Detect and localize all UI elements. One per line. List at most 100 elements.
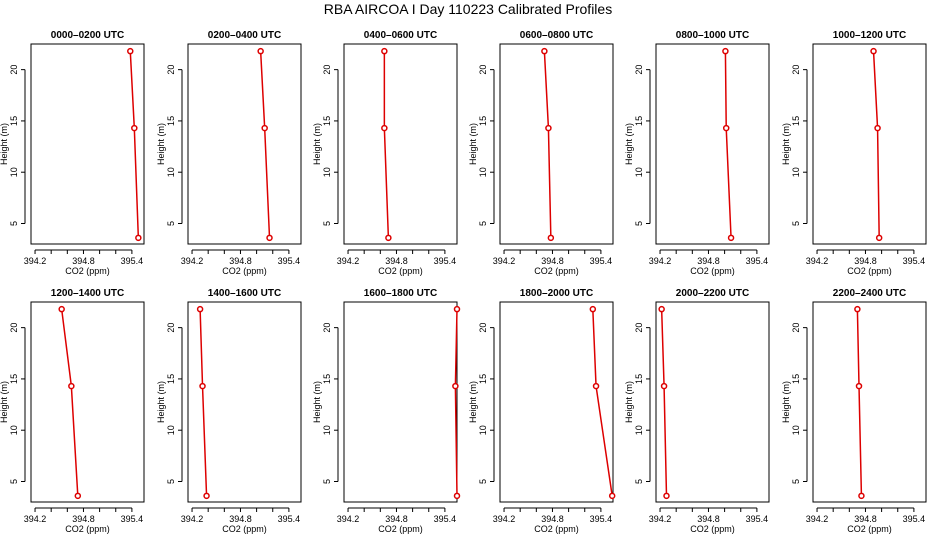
data-point <box>727 234 735 242</box>
data-point <box>257 47 264 55</box>
x-axis-label: CO2 (ppm) <box>847 266 892 276</box>
panel-title: 1600–1800 UTC <box>364 288 437 299</box>
y-tick-label: 5 <box>322 221 332 226</box>
x-axis-label: CO2 (ppm) <box>378 524 423 534</box>
y-tick-label: 20 <box>478 323 488 333</box>
figure-title: RBA AIRCOA I Day 110223 Calibrated Profi… <box>323 1 613 17</box>
y-tick-label: 5 <box>478 479 488 484</box>
data-point <box>589 305 597 313</box>
y-tick-label: 15 <box>478 374 488 384</box>
panel-8: 1400–1600 UTC 394.2 394.8 395.4 CO2 (ppm) 5 10… <box>156 288 302 534</box>
data-point <box>261 124 268 132</box>
panel-12: 2200–2400 UTC 394.2 394.8 395.4 CO2 (ppm) 5 10… <box>781 288 927 534</box>
x-tick-label: 394.8 <box>72 256 95 266</box>
x-tick-label: 394.8 <box>697 256 720 266</box>
data-point <box>858 492 865 500</box>
data-point <box>199 382 206 390</box>
y-tick-label: 15 <box>322 116 332 126</box>
y-tick-label: 20 <box>791 65 801 75</box>
x-tick-label: 395.4 <box>278 256 301 266</box>
y-tick-label: 20 <box>166 65 176 75</box>
y-tick-label: 10 <box>322 167 332 177</box>
y-tick-label: 5 <box>478 221 488 226</box>
y-tick-label: 15 <box>478 116 488 126</box>
y-tick-label: 15 <box>166 374 176 384</box>
y-tick-label: 20 <box>166 323 176 333</box>
y-axis-label: Height (m) <box>156 123 166 165</box>
y-tick-label: 5 <box>9 221 19 226</box>
y-axis-label: Height (m) <box>468 123 478 165</box>
x-axis-label: CO2 (ppm) <box>690 266 735 276</box>
y-tick-label: 10 <box>9 425 19 435</box>
y-axis-label: Height (m) <box>0 381 9 423</box>
x-tick-label: 395.4 <box>434 514 457 524</box>
panel-7: 1200–1400 UTC 394.2 394.8 395.4 CO2 (ppm) 5 10… <box>0 288 145 534</box>
y-tick-label: 20 <box>478 65 488 75</box>
panel-frame <box>187 43 302 245</box>
data-point <box>74 492 82 500</box>
panel-title: 1800–2000 UTC <box>520 288 593 299</box>
x-tick-label: 394.2 <box>337 256 360 266</box>
data-point <box>855 382 863 390</box>
x-axis-label: CO2 (ppm) <box>222 266 267 276</box>
y-axis-label: Height (m) <box>781 381 791 423</box>
y-tick-label: 20 <box>9 323 19 333</box>
y-tick-label: 5 <box>9 479 19 484</box>
data-point <box>381 47 388 55</box>
panel-10: 1800–2000 UTC 394.2 394.8 395.4 CO2 (ppm) 5 10… <box>468 288 616 534</box>
panel-2: 0200–0400 UTC 394.2 394.8 395.4 CO2 (ppm) 5 10… <box>156 30 302 276</box>
y-axis-label: Height (m) <box>624 123 634 165</box>
data-point <box>870 47 877 55</box>
y-tick-label: 10 <box>166 167 176 177</box>
x-tick-label: 394.8 <box>854 514 877 524</box>
y-tick-label: 20 <box>634 323 644 333</box>
x-tick-label: 395.4 <box>590 514 613 524</box>
panel-1: 0000–0200 UTC 394.2 394.8 395.4 CO2 (ppm) 5 10… <box>0 30 145 276</box>
data-point <box>266 234 273 242</box>
y-tick-label: 20 <box>9 65 19 75</box>
panel-frame <box>499 43 614 245</box>
x-axis-label: CO2 (ppm) <box>534 524 579 534</box>
data-point <box>385 234 392 242</box>
profile-line <box>856 309 863 496</box>
y-tick-label: 10 <box>478 167 488 177</box>
panel-3: 0400–0600 UTC 394.2 394.8 395.4 CO2 (ppm) 5 10… <box>312 30 458 276</box>
panel-frame <box>812 301 927 503</box>
x-tick-label: 394.2 <box>493 256 516 266</box>
x-tick-label: 394.2 <box>493 514 516 524</box>
y-axis-label: Height (m) <box>781 123 791 165</box>
y-tick-label: 20 <box>322 65 332 75</box>
panel-title: 0800–1000 UTC <box>676 30 749 41</box>
panel-title: 0400–0600 UTC <box>364 30 437 41</box>
profile-line <box>259 51 271 238</box>
panel-11: 2000–2200 UTC 394.2 394.8 395.4 CO2 (ppm) 5 10… <box>624 288 770 534</box>
y-tick-label: 10 <box>478 425 488 435</box>
x-tick-label: 394.8 <box>541 514 564 524</box>
data-point <box>452 382 459 390</box>
x-tick-label: 394.2 <box>649 256 672 266</box>
y-tick-label: 15 <box>9 374 19 384</box>
data-point <box>68 382 75 390</box>
x-tick-label: 394.8 <box>229 256 252 266</box>
profile-line <box>129 51 140 238</box>
profile-line <box>660 309 668 496</box>
data-point <box>127 47 134 55</box>
y-tick-label: 20 <box>791 323 801 333</box>
x-tick-label: 395.4 <box>278 514 301 524</box>
y-tick-label: 10 <box>634 167 644 177</box>
data-point <box>545 124 552 132</box>
x-tick-label: 394.2 <box>24 514 47 524</box>
profile-line <box>199 309 208 496</box>
data-point <box>854 305 861 313</box>
x-tick-label: 394.2 <box>181 514 204 524</box>
panel-title: 1400–1600 UTC <box>208 288 281 299</box>
x-tick-label: 394.8 <box>72 514 95 524</box>
profile-line <box>383 51 390 238</box>
data-point <box>196 305 204 313</box>
data-point <box>660 382 668 390</box>
profile-line <box>724 51 732 238</box>
panel-frame <box>30 43 145 245</box>
profile-line <box>872 51 880 238</box>
profile-line <box>60 309 79 496</box>
